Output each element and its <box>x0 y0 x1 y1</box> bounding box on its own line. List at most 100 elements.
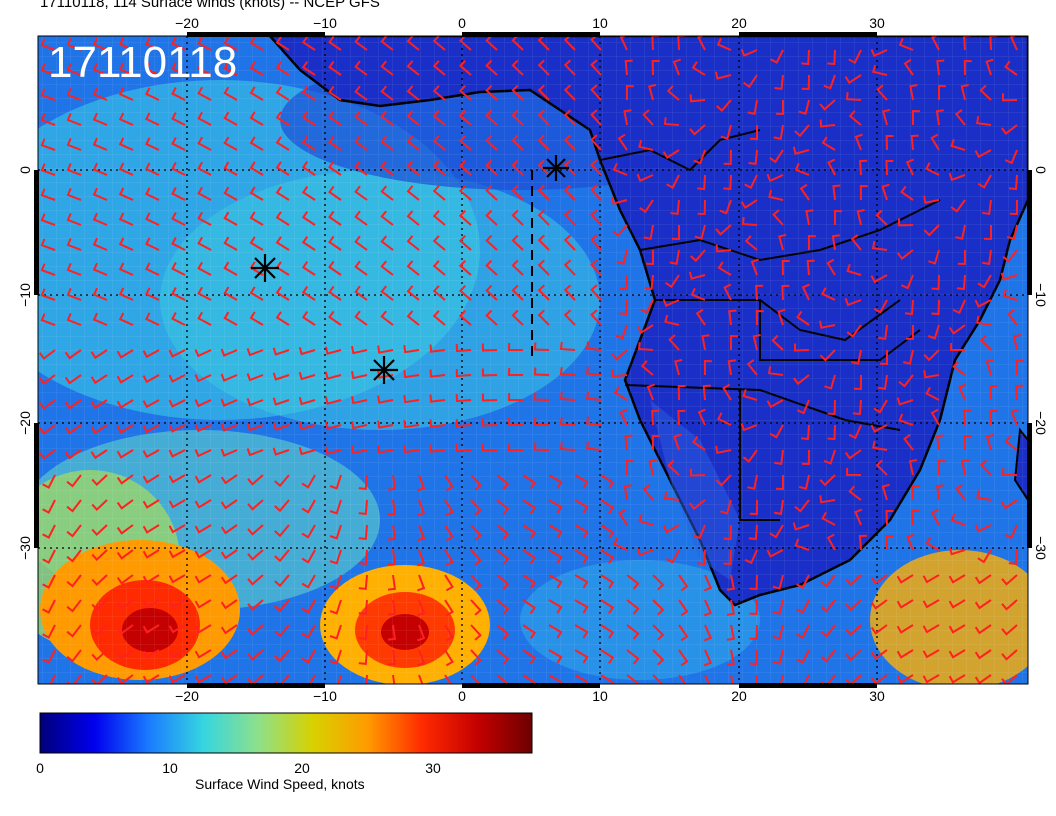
wind-barb <box>171 212 186 226</box>
wind-barb <box>746 359 758 376</box>
wind-barb <box>40 188 56 201</box>
wind-barb <box>485 259 498 276</box>
wind-barb <box>723 524 732 541</box>
wind-barb <box>168 349 186 358</box>
wind-barb <box>574 474 589 489</box>
wind-barb <box>590 84 602 101</box>
wind-barb <box>755 284 764 301</box>
wind-barb <box>416 549 426 567</box>
wind-barb <box>752 334 761 351</box>
wind-barb <box>337 674 342 684</box>
wind-barb <box>406 260 420 276</box>
asterisk-marker <box>543 155 569 181</box>
wind-barb <box>38 449 56 460</box>
wind-barb <box>826 258 836 276</box>
wind-barb <box>701 334 710 351</box>
wind-barb <box>116 574 134 585</box>
wind-barb <box>766 399 784 409</box>
wind-barb <box>585 366 602 376</box>
wind-barb <box>66 474 82 488</box>
wind-barb <box>42 524 56 539</box>
wind-barb <box>824 374 836 390</box>
left-tick: −10 <box>17 283 33 307</box>
wind-barb <box>896 397 914 406</box>
wind-barb <box>40 88 56 101</box>
wind-barb <box>455 444 472 453</box>
wind-barb <box>194 649 212 659</box>
wind-barb <box>820 624 836 638</box>
wind-barb <box>511 159 524 176</box>
wind-barb <box>351 421 368 430</box>
wind-barb <box>91 649 108 662</box>
wind-barb <box>974 524 992 533</box>
wind-barb <box>749 574 758 591</box>
wind-barb <box>974 674 992 684</box>
wind-barb <box>329 624 342 640</box>
wind-barb <box>742 449 758 463</box>
wind-barb <box>328 60 342 76</box>
wind-barb <box>142 674 160 684</box>
wind-barb <box>42 674 56 684</box>
wind-barb <box>801 49 810 66</box>
wind-barb <box>697 199 706 216</box>
wind-barb <box>548 499 563 514</box>
wind-barb <box>637 341 654 351</box>
wind-barb <box>845 574 862 587</box>
wind-barb <box>896 674 914 684</box>
wind-barb <box>881 483 890 501</box>
wind-barb <box>197 161 212 176</box>
wind-barb <box>522 574 537 590</box>
wind-barb <box>92 187 108 201</box>
left-tick: −20 <box>17 411 33 435</box>
wind-barb <box>416 574 426 592</box>
wind-barb <box>194 449 212 458</box>
wind-barb <box>827 424 836 441</box>
wind-barb <box>563 209 576 226</box>
wind-barb <box>611 349 628 361</box>
wind-barb <box>470 474 482 491</box>
wind-barb <box>807 234 816 251</box>
colorbar-tick: 30 <box>425 760 441 776</box>
wind-barb <box>522 674 537 684</box>
wind-barb <box>963 434 972 451</box>
wind-barb <box>223 211 238 226</box>
wind-barb <box>444 474 454 492</box>
wind-barb <box>903 433 914 451</box>
wind-barb <box>723 149 732 166</box>
wind-barb <box>329 524 342 540</box>
wind-barb <box>922 599 940 609</box>
wind-barb <box>416 624 426 642</box>
wind-barb <box>246 448 264 457</box>
wind-barb <box>301 624 316 639</box>
wind-barb <box>677 385 686 401</box>
wind-barb <box>796 574 810 589</box>
wind-barb <box>537 209 550 226</box>
wind-barb <box>781 260 790 276</box>
wind-barb <box>769 149 784 164</box>
wind-barb <box>329 499 342 515</box>
wind-barb <box>275 61 290 76</box>
wind-barb <box>821 287 836 301</box>
wind-barb <box>703 359 712 376</box>
wind-barb <box>611 369 628 378</box>
colorbar-tick: 20 <box>294 760 310 776</box>
wind-barb <box>171 287 186 301</box>
wind-barb <box>772 574 784 590</box>
wind-barb <box>948 624 966 634</box>
wind-barb <box>118 137 134 151</box>
wind-barb <box>719 199 732 215</box>
wind-barb <box>590 184 602 201</box>
wind-barb <box>794 343 810 352</box>
wind-barb <box>416 474 426 492</box>
wind-barb <box>646 383 655 401</box>
wind-barb <box>827 49 836 66</box>
wind-barb <box>845 599 862 612</box>
wind-barb <box>652 649 665 666</box>
wind-barb <box>652 574 665 591</box>
wind-barb <box>1001 574 1018 586</box>
wind-barb <box>859 184 868 201</box>
wind-barb <box>625 84 634 101</box>
wind-barb <box>220 499 238 510</box>
wind-barb <box>145 37 160 51</box>
wind-barb <box>444 549 454 567</box>
